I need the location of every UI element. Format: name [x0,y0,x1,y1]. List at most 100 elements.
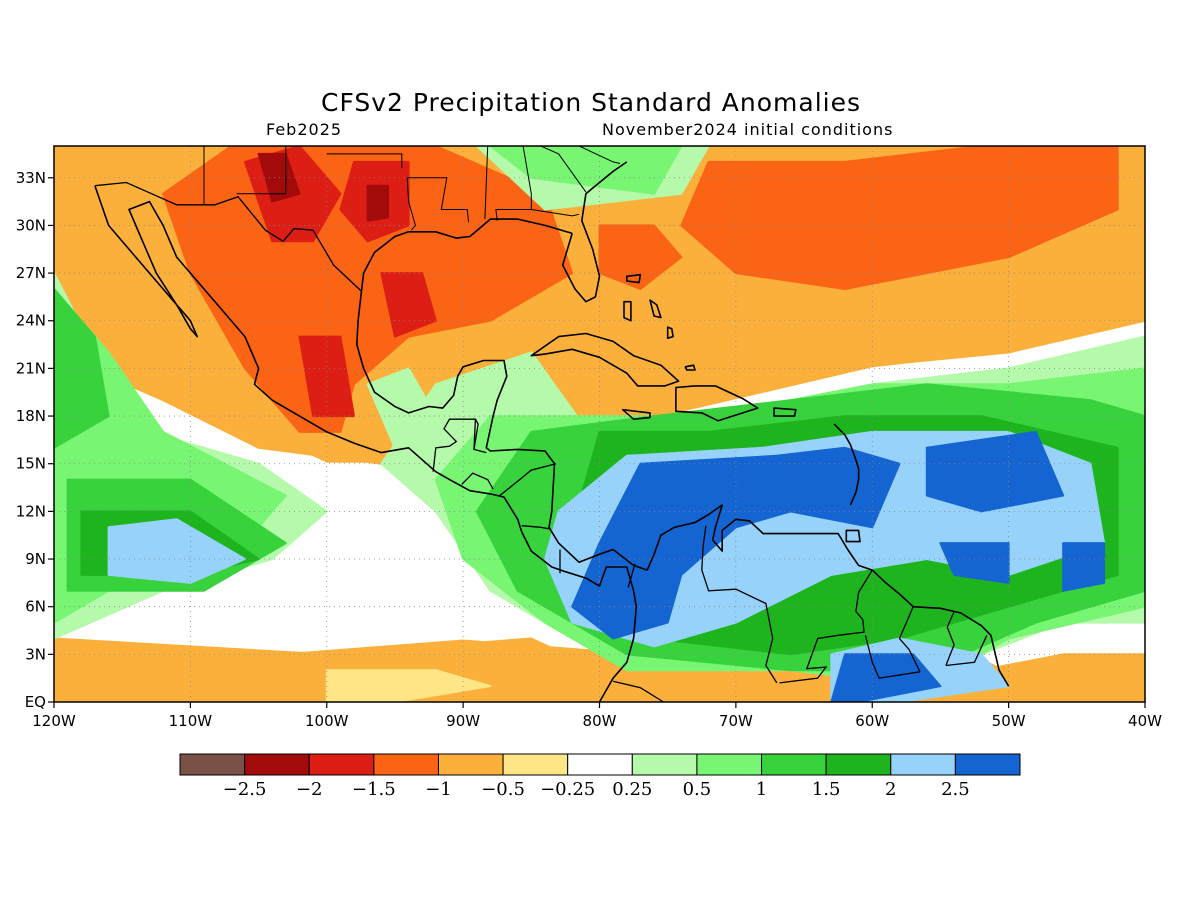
colorbar-swatch [825,753,892,776]
bahamas-2 [623,300,632,322]
state-line-10 [523,146,587,193]
colorbar-swatch [179,753,246,776]
colorbar-label: 1 [756,779,767,800]
colorbar: −2.5 −2 −1.5 −1 −0.5 −0.25 0.25 0.5 1 1.5 2 2.5 [179,753,1021,800]
colorbar-swatch [244,753,310,776]
lon-tick-label: 90W [446,712,480,730]
lon-tick-label: 120W [32,712,76,730]
cuba [530,332,680,387]
colorbar-swatch [954,753,1021,776]
belize-guatemala [473,418,487,454]
jamaica [621,408,651,421]
hispaniola [675,385,759,422]
bahamas-4 [666,326,674,340]
lat-tick-label: EQ [25,693,46,711]
colorbar-swatch [308,753,375,776]
lat-tick-label: 30N [16,216,46,234]
lat-tick-label: 24N [16,312,46,330]
colorbar-label: −0.5 [481,779,525,800]
lon-tick-label: 50W [992,712,1026,730]
state-line-6 [407,177,470,223]
anomaly-region-28 [107,518,246,584]
colorbar-swatch [761,753,827,776]
colorbar-label: −2 [296,779,323,800]
lat-tick-label: 3N [25,645,46,663]
state-line-4 [326,153,403,169]
gulf-coast [355,218,1010,687]
colorbar-swatch [502,753,569,776]
bahamas-5 [684,364,696,371]
state-line-9 [531,209,580,217]
guatemala-honduras-elsalvador [461,472,494,490]
lat-tick-label: 9N [25,550,46,568]
guyana-suriname [898,606,921,673]
colombia-ecuador [612,680,664,702]
trinidad [845,529,861,543]
colorbar-label: 2 [885,779,896,800]
colorbar-label: 1.5 [812,779,841,800]
colombia-venezuela [701,525,778,684]
lon-tick-label: 40W [1128,712,1162,730]
axis-layer: 120W 110W 100W 90W 80W 70W 60W 50W 40W EQ 3N 6N 9N 12… [16,169,1162,730]
map-area [54,146,1145,702]
panama-colombia [627,563,636,588]
venezuela-guyana [779,569,873,684]
mexico-guatemala [432,418,477,472]
colorbar-label: −1 [425,779,452,800]
lat-tick-label: 33N [16,169,46,187]
mexico-pacific-coast [94,185,638,702]
lat-tick-label: 6N [25,598,46,616]
bahamas-1 [625,273,642,284]
anomaly-fill-layer [54,146,1145,702]
puerto-rico [773,407,797,417]
colorbar-label: 2.5 [941,779,970,800]
lat-tick-label: 12N [16,502,46,520]
colorbar-label: −0.25 [540,779,595,800]
lat-tick-label: 21N [16,359,46,377]
initial-conditions: November2024 initial conditions [602,120,893,139]
colorbar-swatch [890,753,956,776]
lat-tick-label: 15N [16,455,46,473]
colorbar-swatch [696,753,763,776]
lon-tick-label: 110W [169,712,213,730]
honduras-nicaragua [499,463,557,497]
nicaragua-costarica [521,525,550,530]
lat-tick-label: 18N [16,407,46,425]
anomaly-region-32 [939,542,1010,584]
anomaly-region-30 [571,446,901,640]
colorbar-label: −1.5 [352,779,396,800]
florida-atlantic [561,161,628,303]
map-title: CFSv2 Precipitation Standard Anomalies [321,88,861,117]
colorbar-swatch [437,753,504,776]
colorbar-label: 0.25 [612,779,652,800]
state-line-7 [449,146,489,220]
anomaly-region-3 [980,653,1145,702]
us-mexico-border [94,181,362,292]
anomaly-region-18 [366,367,437,449]
state-line-8 [487,146,532,221]
brazil-north-border [864,635,921,679]
colorbar-swatch [373,753,439,776]
suriname-frenchguiana [945,611,955,666]
anomaly-region-21 [489,146,683,195]
anomaly-region-14 [366,184,390,222]
lon-tick-label: 70W [719,712,753,730]
coastline-layer [94,146,1010,702]
lesser-antilles [833,423,860,506]
colorbar-swatch [567,753,633,776]
anomaly-region-31 [925,430,1065,513]
lon-tick-label: 60W [855,712,889,730]
frenchguiana-brazil [945,635,988,667]
state-line-11 [540,146,621,164]
colorbar-swatch [631,753,698,776]
lat-tick-label: 27N [16,264,46,282]
colorbar-label: −2.5 [223,779,267,800]
bahamas-3 [649,299,662,319]
lon-tick-label: 100W [305,712,349,730]
state-line-5 [406,177,416,231]
colorbar-label: 0.5 [683,779,712,800]
lon-tick-label: 80W [583,712,617,730]
anomaly-region-33 [1062,542,1106,592]
anomaly-region-24 [54,288,110,449]
